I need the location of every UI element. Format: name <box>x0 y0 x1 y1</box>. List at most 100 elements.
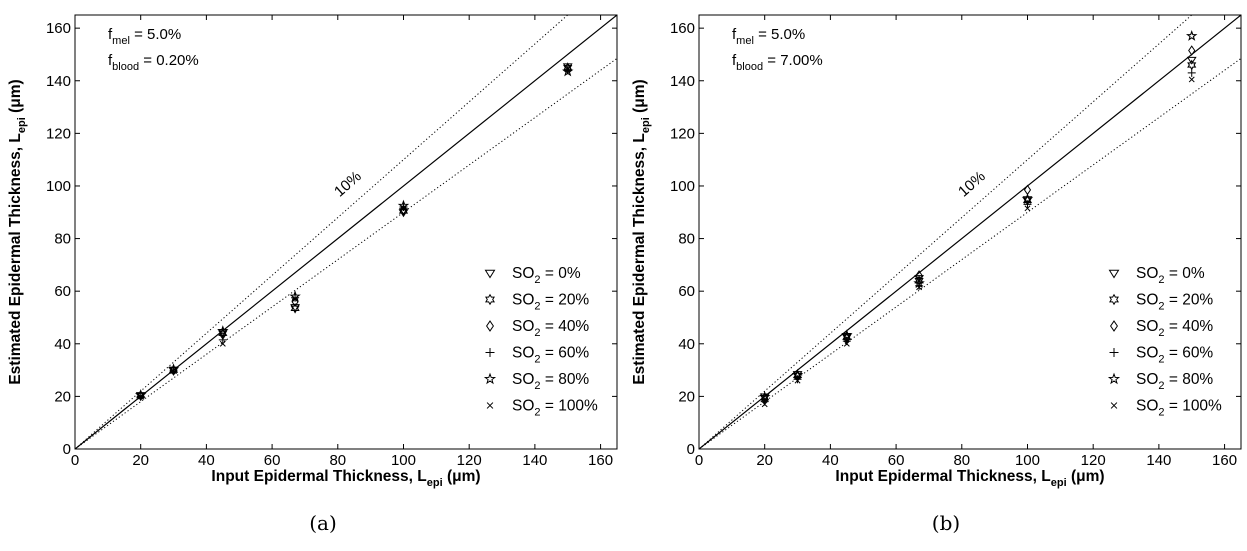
y-tick-label: 60 <box>678 283 695 300</box>
chart-panel-b: 10% 0 20 40 60 80 100 120 140 160 0 20 40 60 80 100 120 1… <box>631 14 1242 535</box>
legend-plus-icon <box>1109 348 1119 357</box>
legend-label-sub: 2 <box>1158 327 1164 339</box>
legend-diamond-icon <box>1110 320 1118 332</box>
legend-label-main: SO <box>1136 371 1158 388</box>
legend-diamond-icon <box>486 320 494 332</box>
y-axis-label-post: (μm) <box>631 79 648 117</box>
y-tick-label: 80 <box>54 231 71 248</box>
legend-label-main: SO <box>512 371 534 388</box>
legend-label: SO2 = 40% <box>1136 318 1213 339</box>
series-3 <box>136 66 572 401</box>
y-tick-label: 20 <box>678 388 695 405</box>
x-axis-label: Input Epidermal Thickness, Lepi (μm) <box>211 468 480 489</box>
y-tick-label: 80 <box>678 231 695 248</box>
x-tick-label: 160 <box>588 452 613 469</box>
y-axis-label-main: Estimated Epidermal Thickness, L <box>7 133 24 385</box>
x-tick-label: 100 <box>1015 452 1040 469</box>
data-point <box>1021 193 1034 204</box>
x-tick-label: 20 <box>756 452 773 469</box>
param-text-post: = 5.0% <box>754 26 805 43</box>
legend-label-post: = 60% <box>541 345 590 362</box>
x-tick-label: 120 <box>457 452 482 469</box>
x-tick-label: 60 <box>888 452 905 469</box>
data-point <box>561 65 574 77</box>
data-point <box>1186 56 1197 65</box>
series-1 <box>136 62 573 401</box>
legend-pentagram-icon <box>483 372 497 385</box>
x-tick-label: 160 <box>1212 452 1237 469</box>
tolerance-label: 10% <box>955 168 989 201</box>
axis-ticks: 0 20 40 60 80 100 120 140 160 0 20 40 60 80 100 120 140 1… <box>46 15 617 469</box>
legend-label: SO2 = 20% <box>1136 292 1213 313</box>
legend-cross-icon <box>1110 402 1118 409</box>
legend-label-post: = 60% <box>1165 345 1214 362</box>
param-text: fblood = 0.20% <box>108 52 199 73</box>
data-point <box>1023 200 1032 209</box>
y-tick-label: 40 <box>54 336 71 353</box>
y-tick-label: 120 <box>670 125 695 142</box>
legend-label-main: SO <box>1136 398 1158 415</box>
y-axis-label-sub: epi <box>640 117 652 133</box>
legend-label: SO2 = 60% <box>512 345 589 366</box>
legend-plus-icon <box>485 348 495 357</box>
param-text: fmel = 5.0% <box>732 26 805 47</box>
upper-tolerance-line <box>699 15 1193 449</box>
identity-line <box>75 15 617 449</box>
data-point <box>292 296 299 303</box>
data-point <box>1188 45 1196 56</box>
x-tick-label: 100 <box>391 452 416 469</box>
param-text-main: f <box>108 26 113 43</box>
y-tick-label: 0 <box>687 441 695 458</box>
reference-lines <box>75 15 617 449</box>
x-axis-label-post: (μm) <box>443 468 481 485</box>
series-3 <box>760 68 1196 406</box>
legend-label: SO2 = 40% <box>512 318 589 339</box>
y-axis-label-sub: epi <box>16 117 28 133</box>
data-point <box>397 199 410 211</box>
series-4 <box>758 30 1198 402</box>
param-text-main: f <box>732 52 737 69</box>
axis-ticks: 0 20 40 60 80 100 120 140 160 0 20 40 60 80 100 120 140 1… <box>670 15 1241 469</box>
y-axis-label-post: (μm) <box>7 79 24 117</box>
series-0 <box>135 63 573 401</box>
x-axis-label-main: Input Epidermal Thickness, L <box>835 468 1050 485</box>
data-point <box>761 401 768 408</box>
x-tick-label: 140 <box>522 452 547 469</box>
param-text-post: = 7.00% <box>763 52 823 69</box>
x-axis-label-sub: epi <box>427 477 443 489</box>
series-5 <box>137 65 571 400</box>
legend-pentagram-icon <box>1107 372 1121 385</box>
panel-caption: (b) <box>932 511 960 535</box>
legend: SO2 = 0%SO2 = 20%SO2 = 40%SO2 = 60%SO2 =… <box>1107 265 1222 419</box>
legend-label-post: = 40% <box>1165 318 1214 335</box>
y-axis-label-main: Estimated Epidermal Thickness, L <box>631 133 648 385</box>
x-tick-label: 40 <box>822 452 839 469</box>
data-point <box>169 366 178 375</box>
y-tick-label: 0 <box>63 441 71 458</box>
data-point <box>170 367 177 374</box>
legend-label-sub: 2 <box>534 380 540 392</box>
legend-hexagram-icon <box>485 293 495 306</box>
x-axis-label-post: (μm) <box>1067 468 1105 485</box>
y-axis-label: Estimated Epidermal Thickness, Lepi (μm) <box>631 79 652 384</box>
data-point <box>218 335 227 344</box>
legend-hexagram-icon <box>1109 293 1119 306</box>
legend-label-main: SO <box>512 345 534 362</box>
data-point <box>794 377 801 384</box>
legend-label-main: SO <box>512 292 534 309</box>
y-tick-label: 140 <box>46 73 71 90</box>
legend-label-post: = 20% <box>541 292 590 309</box>
reference-lines <box>699 15 1241 449</box>
legend-label-sub: 2 <box>534 354 540 366</box>
data-point <box>217 325 229 337</box>
tolerance-label: 10% <box>331 168 365 201</box>
x-axis-label-main: Input Epidermal Thickness, L <box>211 468 426 485</box>
data-point <box>1185 30 1198 41</box>
x-tick-label: 20 <box>132 452 149 469</box>
data-point <box>137 393 144 400</box>
data-point <box>1187 68 1196 77</box>
series-4 <box>134 65 574 400</box>
legend-label-post: = 20% <box>1165 292 1214 309</box>
data-point <box>843 340 850 347</box>
